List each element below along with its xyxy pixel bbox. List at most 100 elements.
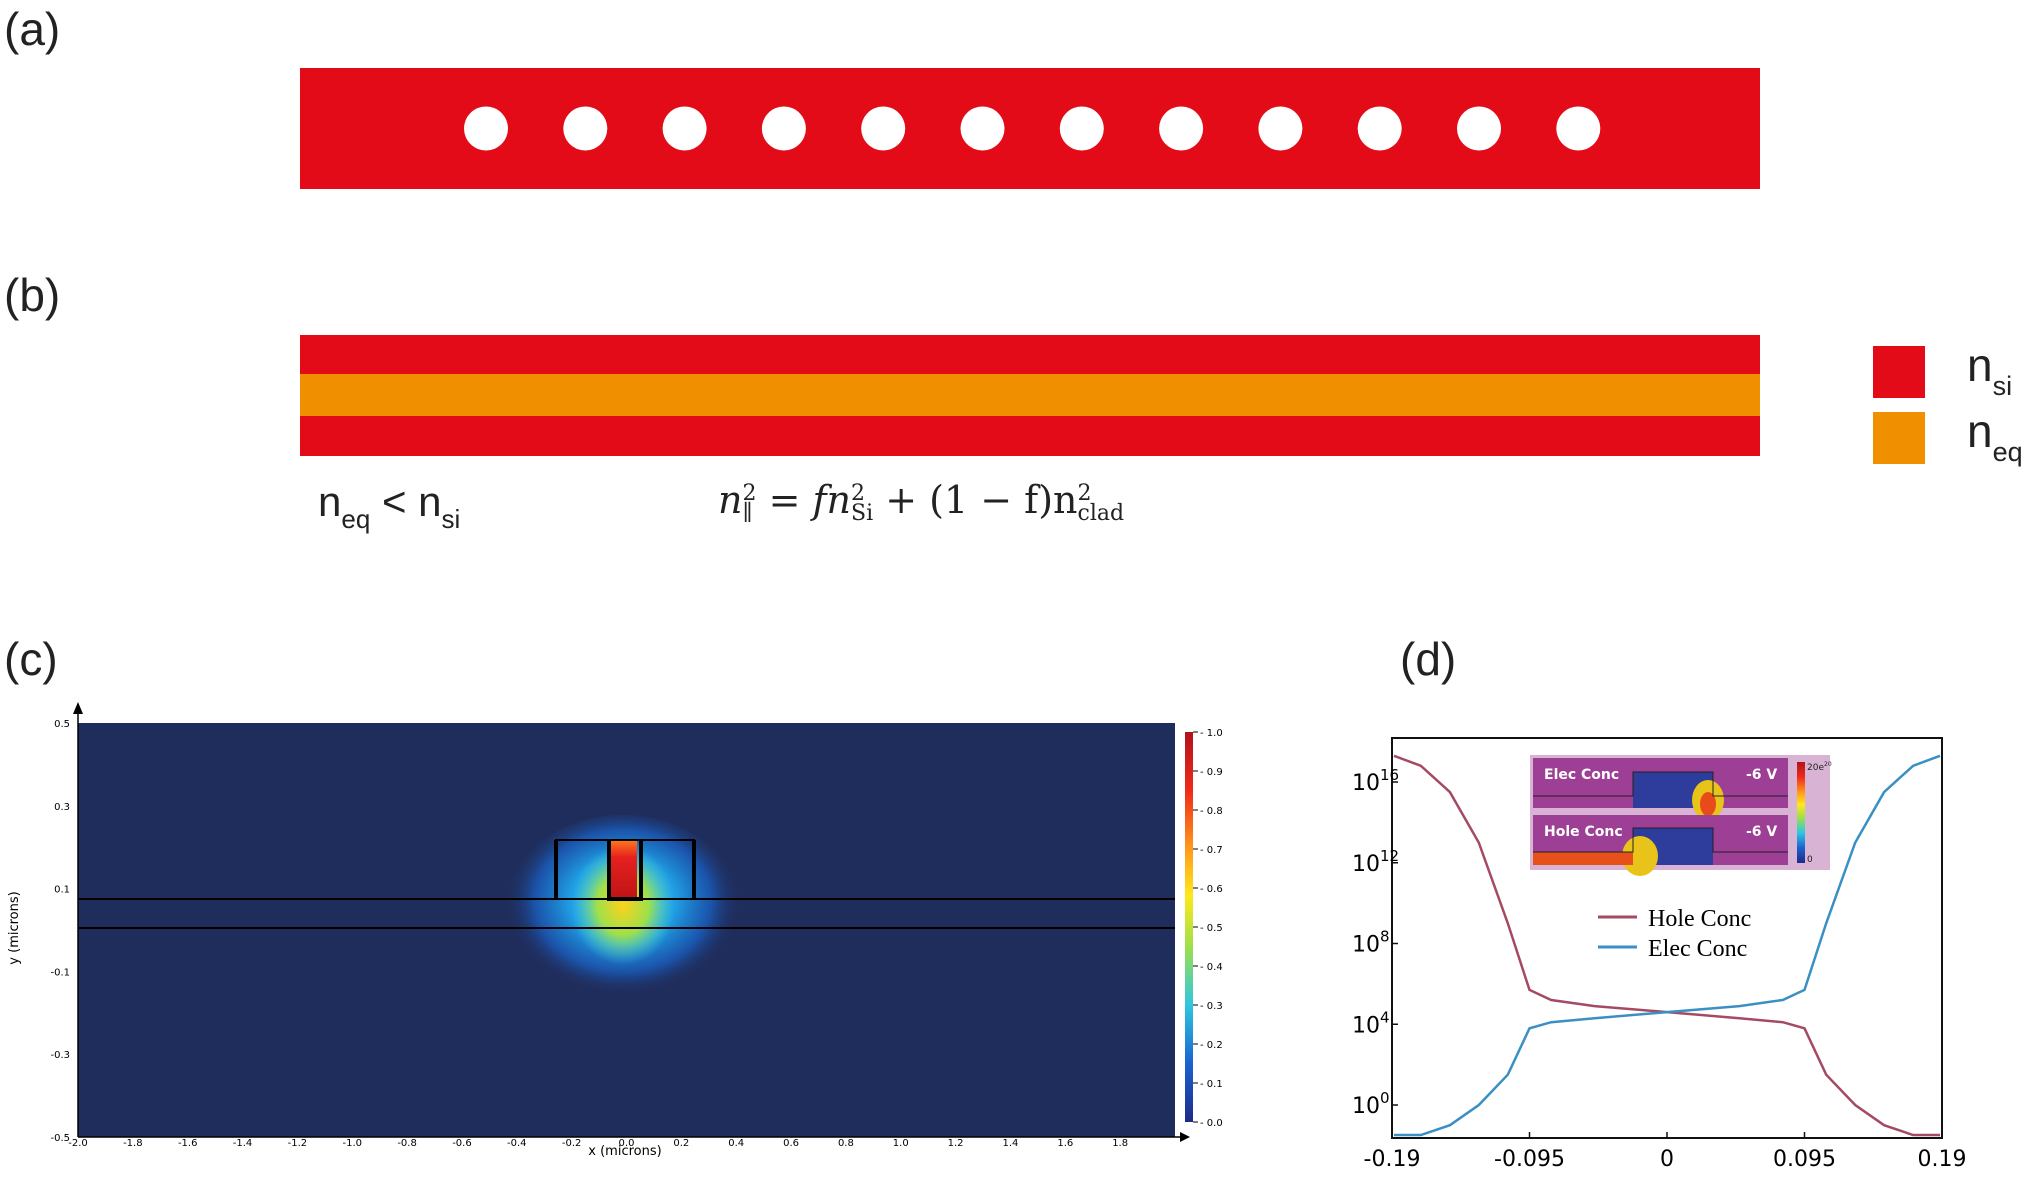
air-hole bbox=[1556, 106, 1601, 151]
y-tick-label: 1016 bbox=[1352, 766, 1399, 796]
colorbar bbox=[1185, 732, 1193, 1122]
inset-colorbar-bottom: 0 bbox=[1807, 855, 1813, 865]
x-tick-label: 1.0 bbox=[893, 1138, 909, 1149]
y-tick-label: -0.5 bbox=[50, 1133, 70, 1144]
air-hole bbox=[1357, 106, 1402, 151]
index-inequality: neq < nsi bbox=[318, 478, 461, 534]
air-hole bbox=[563, 106, 608, 151]
y-tick-labels: 1016 1012 108 104 100 bbox=[1352, 766, 1399, 1119]
air-hole bbox=[1457, 106, 1501, 151]
colorbar-tick-label: - 0.8 bbox=[1200, 806, 1223, 817]
x-tick-label: 0.8 bbox=[838, 1138, 854, 1149]
mode-field-core bbox=[609, 840, 637, 898]
y-tick-label: 0.3 bbox=[54, 802, 70, 813]
colorbar-tick-label: - 1.0 bbox=[1200, 728, 1223, 739]
y-axis-label: y (microns) bbox=[7, 891, 22, 964]
air-hole bbox=[761, 106, 806, 151]
colorbar-tick-label: - 0.3 bbox=[1200, 1001, 1223, 1012]
hole-array bbox=[464, 106, 1601, 151]
panel-d-label: (d) bbox=[1400, 633, 1457, 685]
mode-field-middle bbox=[571, 845, 675, 965]
x-axis-arrow bbox=[1180, 1132, 1190, 1142]
legend-hole-label: Hole Conc bbox=[1648, 906, 1751, 932]
air-hole bbox=[1059, 106, 1104, 151]
air-hole bbox=[861, 106, 906, 151]
panel-b-label: (b) bbox=[4, 269, 61, 321]
y-tick-label: -0.1 bbox=[50, 967, 70, 978]
x-axis-label: x (microns) bbox=[588, 1144, 661, 1159]
y-tick-label: 0.1 bbox=[54, 885, 70, 896]
x-tick-label: -1.0 bbox=[342, 1138, 362, 1149]
x-tick-label: 0.095 bbox=[1773, 1147, 1836, 1170]
x-tick-label: 0.2 bbox=[673, 1138, 689, 1149]
colorbar-tick-label: - 0.2 bbox=[1200, 1040, 1223, 1051]
legend-swatch-eq bbox=[1873, 412, 1925, 464]
legend-elec-label: Elec Conc bbox=[1648, 936, 1747, 962]
x-tick-label: 0 bbox=[1660, 1147, 1674, 1170]
x-tick-label: -0.6 bbox=[452, 1138, 472, 1149]
y-tick-label: 100 bbox=[1352, 1089, 1390, 1119]
panel-c-label: (c) bbox=[4, 633, 58, 685]
series-group bbox=[1393, 754, 1941, 1137]
x-tick-label: 0.19 bbox=[1918, 1147, 1967, 1170]
x-tick-label: -1.4 bbox=[233, 1138, 253, 1149]
air-hole bbox=[1159, 106, 1204, 151]
x-tick-label: 1.6 bbox=[1057, 1138, 1073, 1149]
colorbar-tick-label: - 0.1 bbox=[1200, 1079, 1223, 1090]
x-tick-label: -0.19 bbox=[1364, 1147, 1421, 1170]
inset-elec-core bbox=[1700, 792, 1716, 816]
inset-elec-title: Elec Conc bbox=[1544, 767, 1619, 783]
x-tick-label: 1.4 bbox=[1002, 1138, 1018, 1149]
mode-profile-plot: -2.0 -1.8 -1.6 -1.4 -1.2 -1.0 -0.8 -0.6 -0.4 -0.2… bbox=[7, 702, 1223, 1159]
x-tick-label: 1.8 bbox=[1112, 1138, 1128, 1149]
y-tick-label: 108 bbox=[1352, 928, 1390, 958]
effective-index-formula: n 2 ∥ = fn 2 Si + (1 − f)n 2 clad bbox=[718, 478, 1125, 526]
x-tick-label: -0.8 bbox=[397, 1138, 417, 1149]
x-tick-label: -0.2 bbox=[562, 1138, 582, 1149]
inset-hole-voltage: -6 V bbox=[1746, 824, 1777, 840]
inset-colorbar-top: 20e20 bbox=[1807, 761, 1832, 773]
series-line-elec bbox=[1394, 754, 1941, 1137]
inset-elec-voltage: -6 V bbox=[1746, 767, 1777, 783]
x-tick-label: 0.4 bbox=[728, 1138, 744, 1149]
air-hole bbox=[662, 106, 707, 151]
air-hole bbox=[960, 106, 1005, 151]
effective-index-waveguide bbox=[300, 335, 1760, 456]
equivalent-layer bbox=[300, 374, 1760, 416]
x-tick-label: -0.4 bbox=[507, 1138, 527, 1149]
x-tick-labels: -2.0 -1.8 -1.6 -1.4 -1.2 -1.0 -0.8 -0.6 -0.4 -0.2… bbox=[68, 1138, 1128, 1149]
x-tick-label: -1.8 bbox=[123, 1138, 143, 1149]
y-tick-label: 104 bbox=[1352, 1008, 1390, 1038]
inset-hole-band bbox=[1533, 852, 1633, 865]
x-tick-label: -1.6 bbox=[178, 1138, 198, 1149]
x-tick-label: -1.2 bbox=[288, 1138, 308, 1149]
waveguide-body bbox=[300, 68, 1760, 189]
x-tick-labels: -0.19 -0.095 0 0.095 0.19 bbox=[1364, 1132, 1967, 1170]
y-axis-arrow bbox=[73, 702, 83, 714]
air-hole bbox=[1258, 106, 1303, 151]
y-tick-labels: 0.5 0.3 0.1 -0.1 -0.3 -0.5 bbox=[50, 719, 70, 1144]
legend-label-eq: neq bbox=[1967, 405, 2023, 467]
colorbar-tick-label: - 0.0 bbox=[1200, 1118, 1223, 1129]
y-tick-label: 0.5 bbox=[54, 719, 70, 730]
x-tick-label: -0.095 bbox=[1494, 1147, 1565, 1170]
concentration-chart: -0.19 -0.095 0 0.095 0.19 10161012108104100 … bbox=[1352, 737, 1967, 1170]
inset-colorbar bbox=[1797, 762, 1805, 863]
colorbar-tick-label: - 0.9 bbox=[1200, 767, 1223, 778]
inset-hole-outline bbox=[1533, 827, 1788, 853]
photonic-crystal-waveguide bbox=[300, 68, 1760, 189]
colorbar-tick-label: - 0.7 bbox=[1200, 845, 1223, 856]
legend-swatch-si bbox=[1873, 346, 1925, 398]
colorbar-tick-labels: - 1.0 - 0.9 - 0.8 - 0.7 - 0.6 - 0.5 - 0.4 - 0.3… bbox=[1193, 728, 1223, 1129]
panel-a-label: (a) bbox=[4, 3, 61, 55]
inset-figure: Elec Conc -6 V Hole Conc -6 V 20e20 0 bbox=[1530, 755, 1832, 876]
inset-hole-title: Hole Conc bbox=[1544, 824, 1623, 840]
colorbar-tick-label: - 0.4 bbox=[1200, 962, 1223, 973]
colorbar-tick-label: - 0.6 bbox=[1200, 884, 1223, 895]
inset-hole-hotspot bbox=[1622, 836, 1658, 876]
waveguide-ribs bbox=[554, 840, 696, 901]
x-tick-label: 0.0 bbox=[619, 1138, 635, 1149]
x-tick-label: 0.6 bbox=[783, 1138, 799, 1149]
y-tick-label: -0.3 bbox=[50, 1050, 70, 1061]
x-tick-label: 1.2 bbox=[948, 1138, 964, 1149]
